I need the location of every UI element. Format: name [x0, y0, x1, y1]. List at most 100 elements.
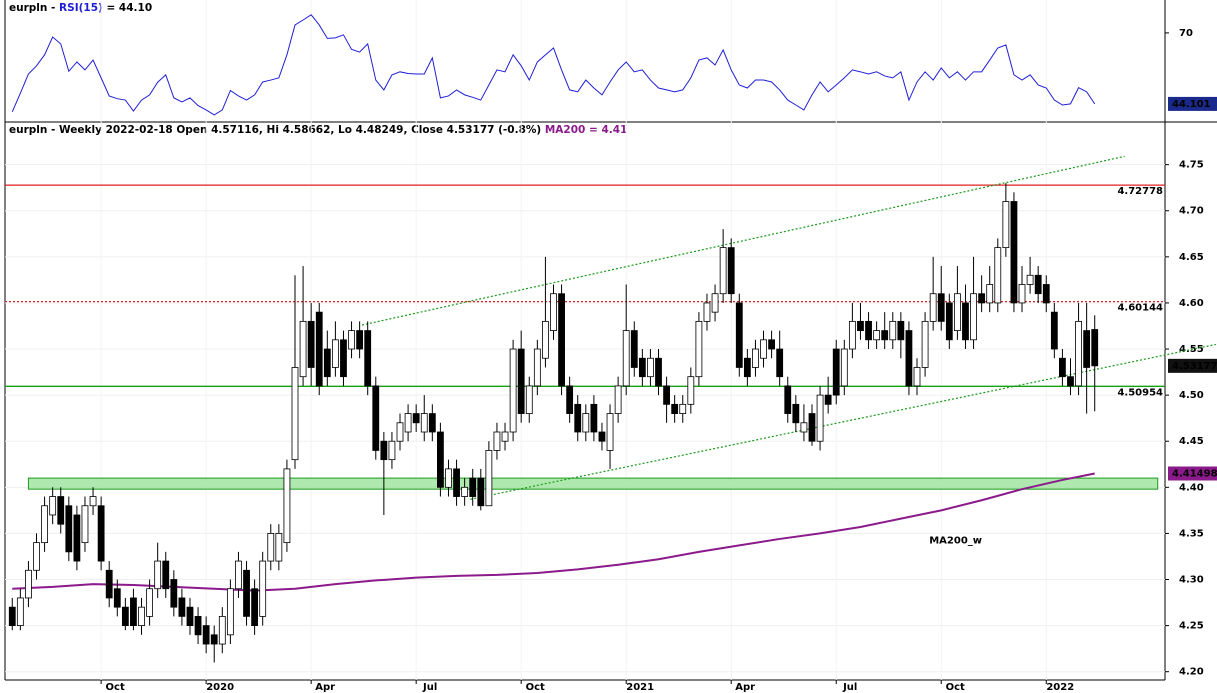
value-badge — [1168, 358, 1217, 373]
candle-body — [994, 247, 1002, 304]
level-label: 4.50954 — [1117, 387, 1163, 398]
value-badge-label: 4.53177 — [1172, 361, 1217, 372]
candle-body — [81, 505, 89, 544]
candle-body — [622, 330, 630, 387]
candle-body — [461, 486, 469, 497]
candle-body — [259, 560, 267, 617]
candle-body — [776, 348, 784, 378]
candle-body — [816, 394, 824, 442]
candle-body — [517, 348, 525, 414]
candle-body — [404, 413, 412, 433]
y-tick-label: 4.30 — [1179, 575, 1204, 586]
price-title-part: MA200 = 4.41 — [545, 124, 628, 136]
candle-body — [307, 320, 315, 368]
candle-body — [243, 569, 250, 617]
candle-body — [550, 293, 557, 331]
candle-body — [138, 606, 145, 627]
y-tick-label: 4.60 — [1179, 298, 1204, 309]
candle-body — [493, 431, 501, 451]
candle-body — [1034, 274, 1042, 295]
candle-body — [146, 588, 153, 617]
rsi-title-part: = 44.10 — [103, 2, 152, 14]
candle-body — [792, 403, 800, 424]
candle-body — [194, 615, 202, 636]
candle-body — [1010, 201, 1018, 304]
x-tick-label: Oct — [526, 682, 545, 693]
candle-body — [921, 320, 929, 368]
candle-body — [768, 339, 776, 350]
price-title-part: eurpln - Weekly 2022-02-18 Open 4.57116,… — [9, 124, 545, 136]
y-tick-label: 4.45 — [1179, 436, 1204, 447]
candle-body — [130, 597, 137, 627]
candle-body — [501, 431, 509, 442]
candle-body — [170, 579, 178, 608]
candle-body — [606, 413, 614, 451]
candle-body — [162, 560, 170, 590]
candle-body — [420, 413, 428, 433]
candle-body — [113, 588, 121, 608]
candle-body — [97, 505, 105, 562]
x-tick-label: Oct — [946, 682, 965, 693]
candle-body — [542, 320, 549, 359]
candle-body — [832, 348, 840, 396]
value-badge-label: 44.101 — [1172, 99, 1211, 110]
candle-body — [509, 348, 517, 433]
candle-body — [267, 533, 275, 562]
candle-body — [687, 376, 695, 405]
value-badge-label: 4.41498 — [1172, 469, 1217, 480]
price-title: eurpln - Weekly 2022-02-18 Open 4.57116,… — [9, 124, 627, 136]
candle-body — [186, 606, 194, 627]
level-label: 4.60144 — [1117, 303, 1163, 314]
candle-body — [1018, 284, 1026, 304]
candle-body — [445, 468, 452, 488]
candle-body — [235, 560, 242, 590]
rsi-title: eurpln - RSI(15) = 44.10 — [9, 2, 152, 14]
x-tick-label: 2022 — [1046, 682, 1074, 693]
candle-body — [881, 330, 889, 341]
candle-body — [582, 413, 590, 433]
candle-body — [57, 496, 65, 525]
candle-body — [1026, 274, 1034, 285]
rsi-title-part: eurpln - — [9, 2, 59, 14]
candle-body — [638, 357, 646, 378]
y-tick-label: 4.50 — [1179, 390, 1204, 401]
candle-body — [1075, 320, 1082, 387]
rsi-title-part: RSI(15) — [59, 2, 103, 14]
candle-body — [962, 302, 969, 341]
value-badge — [1168, 466, 1217, 481]
candle-body — [840, 348, 848, 387]
candle-body — [735, 302, 743, 368]
candle-body — [178, 597, 186, 617]
candle-body — [873, 330, 881, 341]
candle-body — [1067, 376, 1074, 387]
value-badge — [1168, 96, 1217, 111]
candle-body — [913, 367, 921, 387]
candle-body — [614, 385, 622, 414]
y-tick-label: 4.40 — [1179, 482, 1204, 493]
x-tick-label: 2020 — [206, 682, 234, 693]
candle-body — [630, 330, 638, 368]
candle-body — [663, 385, 670, 405]
candle-body — [752, 348, 759, 368]
candle-body — [41, 505, 48, 544]
candle-body — [800, 422, 808, 433]
x-tick-label: Apr — [735, 682, 755, 693]
candle-body — [453, 468, 460, 497]
candle-body — [348, 330, 355, 350]
candle-body — [121, 606, 129, 627]
y-tick-label: 4.20 — [1179, 667, 1204, 678]
candle-body — [251, 588, 259, 627]
candle-body — [477, 477, 485, 507]
x-tick-label: Jul — [842, 682, 857, 693]
candle-body — [525, 385, 533, 414]
candle-body — [25, 569, 32, 599]
candle-body — [218, 615, 226, 645]
ma-label: MA200_w — [929, 535, 982, 546]
candle-body — [33, 542, 40, 571]
candle-body — [671, 403, 679, 414]
x-tick-label: 2021 — [626, 682, 654, 693]
candle-body — [396, 422, 404, 442]
candle-body — [226, 588, 234, 636]
candle-body — [695, 320, 703, 378]
